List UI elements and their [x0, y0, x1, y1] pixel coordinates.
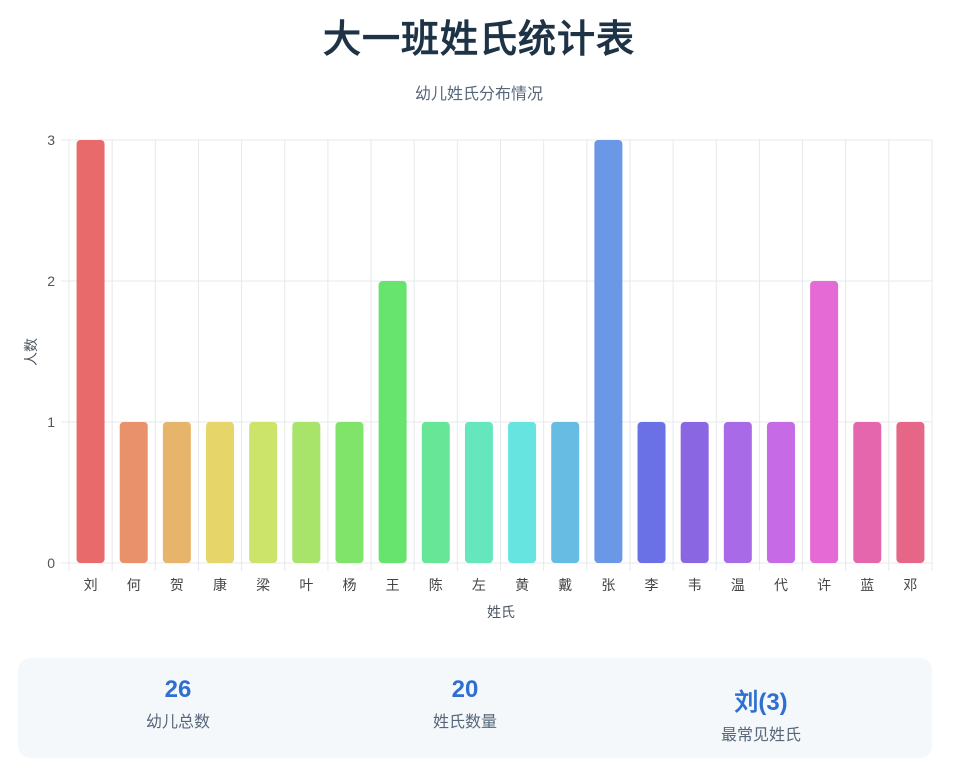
bar-王[interactable]	[378, 281, 407, 563]
x-tick-label: 左	[472, 578, 486, 594]
bar-许[interactable]	[810, 281, 839, 563]
stat-total-children: 26 幼儿总数	[58, 676, 298, 732]
x-tick-label: 贺	[170, 578, 184, 594]
bar-chart: 刘 何 贺 康 梁 叶 杨 王 陈 左 黄 戴 张 李 韦 温 代 许 蓝 邓 0 1 2 3 姓氏 人数	[24, 132, 933, 621]
bar-左[interactable]	[464, 422, 493, 563]
x-axis-label: 姓氏	[487, 605, 515, 621]
bar-代[interactable]	[766, 422, 795, 563]
stat-surname-count: 20 姓氏数量	[345, 676, 585, 732]
bar-梁[interactable]	[249, 422, 278, 563]
x-tick-label: 杨	[342, 578, 356, 594]
x-tick-label: 戴	[558, 578, 572, 594]
bar-蓝[interactable]	[853, 422, 882, 563]
bar-邓[interactable]	[896, 422, 925, 563]
x-tick-labels: 刘何贺康梁叶杨王陈左黄戴张李韦温代许蓝邓	[84, 577, 918, 594]
x-tick-label: 陈	[429, 577, 443, 594]
x-tick-label: 刘	[84, 578, 98, 594]
x-tick-label: 温	[731, 578, 745, 594]
bar-何[interactable]	[119, 422, 148, 563]
x-tick-label: 蓝	[860, 578, 874, 594]
x-tick-label: 李	[645, 578, 659, 594]
y-tick-labels: 0 1 2 3	[47, 132, 55, 571]
stat-label: 最常见姓氏	[720, 725, 801, 744]
grid-lines	[61, 139, 933, 571]
x-tick-label: 许	[817, 578, 831, 594]
x-tick-label: 何	[127, 578, 141, 594]
bar-叶[interactable]	[292, 422, 321, 563]
stat-most-common-surname: 刘(3) 最常见姓氏	[641, 682, 881, 745]
bar-刘[interactable]	[76, 140, 105, 563]
stat-label: 姓氏数量	[432, 712, 497, 731]
bar-贺[interactable]	[162, 422, 191, 563]
stat-label: 幼儿总数	[145, 712, 210, 731]
bar-戴[interactable]	[551, 422, 580, 563]
bar-韦[interactable]	[680, 422, 709, 563]
x-tick-label: 康	[213, 577, 227, 594]
x-tick-label: 王	[386, 578, 400, 594]
x-tick-label: 代	[774, 578, 788, 594]
bar-黄[interactable]	[508, 422, 537, 563]
bar-温[interactable]	[723, 422, 752, 563]
bar-李[interactable]	[637, 422, 666, 563]
chart-subtitle: 幼儿姓氏分布情况	[414, 84, 543, 103]
stat-value: 刘(3)	[734, 689, 788, 716]
y-tick-label: 3	[47, 132, 55, 148]
bars	[76, 140, 925, 563]
x-tick-label: 张	[601, 578, 615, 594]
x-tick-label: 黄	[515, 577, 529, 594]
stat-value: 20	[451, 676, 479, 703]
x-tick-label: 梁	[256, 578, 270, 594]
bar-康[interactable]	[206, 422, 235, 563]
summary-panel: 26 幼儿总数 20 姓氏数量 刘(3) 最常见姓氏	[18, 658, 932, 758]
x-tick-label: 叶	[299, 578, 313, 594]
y-tick-label: 2	[47, 273, 55, 289]
chart-title: 大一班姓氏统计表	[322, 17, 635, 61]
bar-张[interactable]	[594, 140, 623, 563]
y-axis-label: 人数	[24, 338, 40, 366]
stat-value: 26	[164, 676, 192, 703]
bar-杨[interactable]	[335, 422, 364, 563]
x-tick-label: 邓	[903, 578, 917, 594]
x-tick-label: 韦	[688, 578, 702, 594]
bar-陈[interactable]	[421, 422, 450, 563]
y-tick-label: 1	[47, 414, 55, 430]
y-tick-label: 0	[47, 555, 55, 571]
